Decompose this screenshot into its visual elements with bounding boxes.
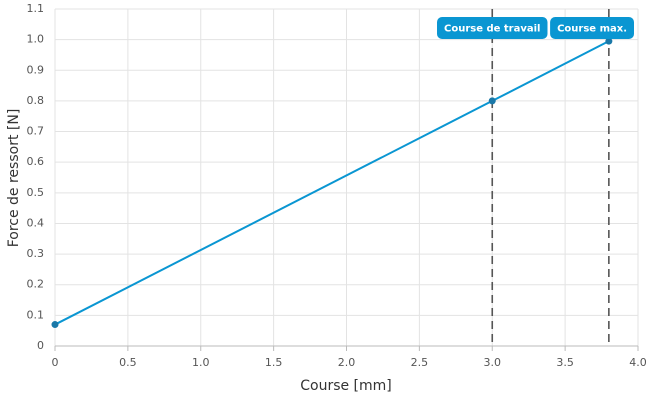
x-tick-label: 4.0: [629, 356, 647, 369]
x-tick-label: 1.5: [265, 356, 283, 369]
y-tick-label: 0.3: [27, 247, 45, 260]
y-tick-label: 0.7: [27, 125, 45, 138]
y-tick-label: 0: [37, 339, 44, 352]
x-axis-title: Course [mm]: [300, 378, 392, 394]
y-tick-label: 0.2: [27, 278, 45, 291]
point: [488, 97, 496, 105]
x-tick-label: 0.5: [119, 356, 137, 369]
point: [605, 37, 613, 45]
y-axis-title: Force de ressort [N]: [6, 109, 22, 248]
y-tick-label: 0.1: [27, 308, 45, 321]
y-tick-label: 0.9: [27, 63, 45, 76]
annotation-box: [437, 17, 548, 39]
annotation-label: Course de travail: [444, 24, 540, 35]
annotation-box: [550, 17, 634, 39]
x-tick-label: 3.0: [484, 356, 502, 369]
x-tick-label: 0: [52, 356, 59, 369]
y-tick-label: 1.1: [27, 2, 45, 15]
x-tick-label: 1.0: [192, 356, 210, 369]
point: [51, 321, 59, 329]
y-tick-label: 0.5: [27, 186, 45, 199]
y-tick-label: 0.6: [27, 155, 45, 168]
x-tick-label: 3.5: [556, 356, 574, 369]
x-tick-label: 2.5: [411, 356, 429, 369]
annotation-label: Course max.: [557, 24, 627, 35]
x-tick-label: 2.0: [338, 356, 356, 369]
y-tick-label: 0.8: [27, 94, 45, 107]
series-line: [54, 40, 610, 326]
y-tick-label: 1.0: [27, 33, 45, 46]
y-tick-label: 0.4: [27, 216, 45, 229]
